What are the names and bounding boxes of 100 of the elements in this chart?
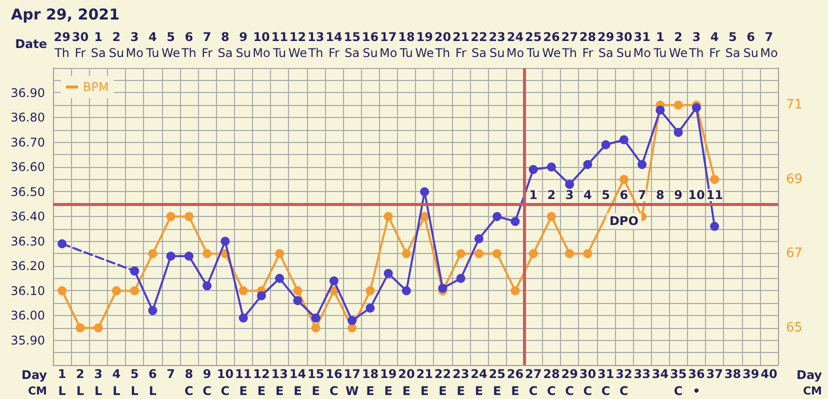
- text: C: [547, 384, 556, 398]
- text: E: [275, 384, 284, 398]
- annotation: 11: [706, 188, 723, 202]
- x-tick-label: 24: [470, 367, 488, 381]
- text: 9 Su: [236, 30, 251, 60]
- annotation: 8: [656, 188, 664, 202]
- text: L: [58, 384, 66, 398]
- x-tick-label: 19: [380, 367, 397, 381]
- text: 24 Mo: [506, 30, 524, 60]
- text: 12 We: [288, 30, 307, 60]
- text: CM: [28, 384, 47, 398]
- text: C: [202, 384, 212, 398]
- text: Day: [796, 368, 822, 382]
- text: 4 Fr: [709, 30, 720, 60]
- x-tick-label: 16: [326, 367, 342, 381]
- text: Date: [15, 37, 47, 51]
- y-tick-label: 35.90: [10, 333, 45, 348]
- text: E: [474, 384, 484, 398]
- text: C: [583, 384, 592, 398]
- y-tick-label: 36.30: [10, 234, 45, 248]
- text: C: [184, 384, 194, 398]
- annotation: 1: [529, 188, 538, 202]
- text: 20 Th: [434, 30, 452, 60]
- x-tick-label: 5: [130, 367, 139, 381]
- text: 6 Su: [743, 30, 758, 60]
- text: 5 We: [162, 30, 180, 60]
- x-axis-title: Day: [21, 368, 48, 382]
- text: 25 Tu: [524, 30, 542, 60]
- text: 1 Sa: [90, 30, 106, 60]
- x-tick-label: 6: [148, 367, 157, 381]
- x-tick-label: 37: [706, 367, 723, 381]
- x-tick-label: 13: [271, 367, 288, 381]
- x-tick-label: 39: [742, 367, 760, 381]
- annotation: 4: [584, 188, 592, 202]
- text: E: [438, 384, 447, 398]
- x-tick-label: 31: [597, 367, 614, 381]
- text: E: [492, 384, 502, 398]
- text: E: [402, 384, 411, 398]
- text: CM: [802, 384, 822, 398]
- annotation: 10: [688, 188, 705, 202]
- text: 16 Su: [362, 30, 379, 60]
- y-tick-label: 36.20: [10, 259, 45, 273]
- text: L: [94, 384, 102, 398]
- x-tick-label: 22: [434, 367, 452, 381]
- text: 10 Mo: [252, 30, 270, 60]
- text: L: [76, 384, 84, 398]
- y-tick-label: 36.70: [10, 135, 45, 150]
- annotation: 2: [547, 188, 556, 202]
- y2-tick-label: 67: [786, 246, 803, 262]
- x-tick-label: 26: [506, 367, 524, 381]
- text: 22 Sa: [470, 30, 488, 60]
- y-tick-label: 36.00: [10, 308, 45, 322]
- x-tick-label: 29: [561, 367, 578, 381]
- text: E: [420, 384, 429, 398]
- y-tick-label: 36.50: [10, 184, 45, 199]
- x-tick-label: 2: [76, 367, 84, 381]
- text: 4 Tu: [145, 30, 160, 60]
- x-tick-label: 15: [307, 367, 324, 381]
- x-tick-label: 30: [579, 367, 596, 381]
- chart-title: Apr 29, 2021: [11, 6, 120, 24]
- text: 27 Th: [561, 30, 578, 60]
- x-tick-label: 4: [112, 367, 121, 381]
- annotation: 7: [638, 188, 646, 202]
- text: 31 Mo: [633, 30, 651, 60]
- text: •: [692, 384, 700, 398]
- x-tick-label: 8: [184, 367, 194, 381]
- x-tick-label: 27: [524, 367, 542, 381]
- x-tick-label: 28: [543, 367, 560, 381]
- x-tick-label: 3: [94, 367, 102, 381]
- legend-label: BPM: [83, 80, 109, 94]
- y-tick-label: 36.40: [10, 210, 45, 224]
- text: 17 Mo: [379, 30, 398, 60]
- y-tick-label: 36.10: [10, 284, 45, 298]
- text: 15 Sa: [344, 30, 360, 60]
- x-tick-label: 20: [398, 367, 415, 381]
- x-tick-label: 32: [616, 367, 632, 381]
- text: W: [345, 384, 359, 398]
- y-tick-label: 36.90: [10, 86, 45, 100]
- x-tick-label: 18: [362, 367, 379, 381]
- text: C: [565, 384, 574, 398]
- x-tick-label: 7: [166, 367, 175, 381]
- text: 19 We: [415, 30, 434, 60]
- text: 30 Su: [616, 30, 632, 60]
- text: 29 Th: [54, 30, 70, 60]
- text: 2 We: [669, 30, 688, 60]
- text: E: [312, 384, 320, 398]
- x-tick-label: 38: [724, 367, 742, 381]
- text: 18 Tu: [398, 30, 415, 60]
- text: L: [148, 384, 157, 398]
- text: C: [601, 384, 610, 398]
- x-tick-label: 40: [760, 367, 778, 381]
- text: 23 Su: [488, 30, 506, 60]
- x-tick-label: 17: [344, 367, 360, 381]
- y2-tick-label: 71: [786, 98, 803, 113]
- text: 8 Sa: [218, 30, 233, 60]
- text: C: [528, 384, 538, 398]
- text: C: [620, 384, 629, 398]
- annotation: 5: [602, 188, 610, 202]
- y-tick-label: 36.80: [10, 110, 45, 124]
- x-tick-label: 35: [670, 367, 687, 381]
